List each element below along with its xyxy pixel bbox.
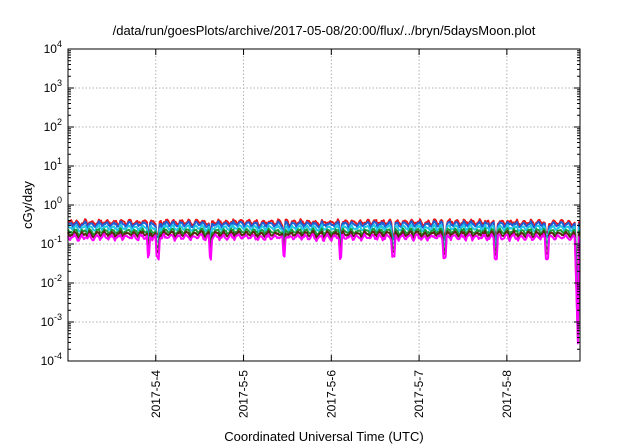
x-tick-label: 2017-5-7 <box>412 370 426 418</box>
y-tick-label: 104 <box>44 39 62 56</box>
y-tick-label: 103 <box>44 78 62 95</box>
x-tick-label: 2017-5-4 <box>149 370 163 418</box>
y-tick-label: 10-1 <box>41 234 62 251</box>
y-axis-label: cGy/day <box>20 181 35 229</box>
y-tick-label: 102 <box>44 117 62 134</box>
x-tick-label: 2017-5-8 <box>500 370 514 418</box>
y-tick-label: 100 <box>44 195 62 212</box>
x-axis: 2017-5-4 2017-5-5 2017-5-6 2017-5-7 2017-5-8 <box>149 49 514 418</box>
y-tick-label: 10-2 <box>41 273 62 290</box>
x-tick-label: 2017-5-5 <box>237 370 251 418</box>
x-axis-label: Coordinated Universal Time (UTC) <box>224 429 423 444</box>
y-tick-label: 10-4 <box>41 351 62 368</box>
y-tick-label: 101 <box>44 156 62 173</box>
series-line <box>67 233 580 345</box>
x-tick-label: 2017-5-6 <box>324 370 338 418</box>
y-tick-label: 10-3 <box>41 312 62 329</box>
y-axis: 10-4 10-3 10-2 10-1 100 101 102 103 104 <box>41 39 580 368</box>
grid-lines <box>68 49 580 361</box>
series-layer <box>67 218 580 345</box>
chart-title: /data/run/goesPlots/archive/2017-05-08/2… <box>113 23 536 38</box>
